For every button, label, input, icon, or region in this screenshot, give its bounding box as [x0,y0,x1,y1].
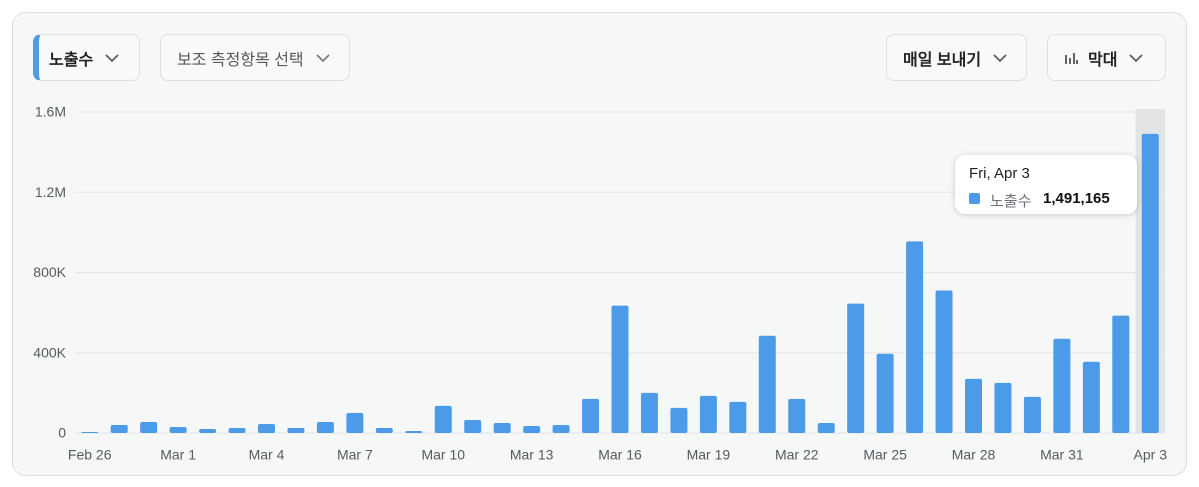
bar [935,290,953,433]
y-tick-label: 1.2M [35,184,66,200]
x-tick-label: Mar 19 [687,447,731,463]
y-tick-label: 1.6M [35,104,66,120]
tooltip-series: 노출수 [990,193,1032,210]
x-tick-label: Mar 13 [510,447,554,463]
bar [257,423,275,433]
bar [699,395,717,433]
bar [1112,315,1130,433]
x-tick-label: Mar 31 [1040,447,1084,463]
bar [1053,338,1071,433]
x-tick-label: Mar 28 [952,447,996,463]
bar [523,425,541,433]
secondary-label: 보조 측정항목 선택 [177,51,304,69]
export-label: 매일 보내기 [903,51,982,69]
bar [375,427,393,433]
bar [493,422,511,433]
bar [228,427,246,433]
bar [169,426,187,433]
metric-label: 노출수 [49,51,94,69]
bar [1141,133,1159,433]
bar [670,407,688,433]
tooltip-value: 1,491,165 [1043,190,1110,207]
bar [140,421,158,433]
tooltip-swatch [969,193,980,204]
chart-type-dropdown[interactable]: 막대 [1047,34,1166,81]
bar [729,401,747,433]
x-tick-label: Mar 22 [775,447,819,463]
chevron [316,53,330,62]
x-tick-label: Mar 16 [598,447,642,463]
x-tick-label: Mar 10 [421,447,465,463]
x-tick-label: Mar 25 [863,447,907,463]
x-tick-label: Mar 4 [249,447,285,463]
x-tick-label: Apr 3 [1134,447,1168,463]
bar [434,405,452,433]
tooltip-title: Fri, Apr 3 [969,165,1030,182]
bar [405,430,423,433]
bar [110,424,128,433]
bar [817,422,835,433]
bar [788,398,806,433]
export-dropdown[interactable]: 매일 보내기 [886,34,1027,81]
bar [965,378,983,433]
chart-type-label: 막대 [1088,51,1118,69]
bar [1082,361,1100,433]
bar [582,398,600,433]
bar [611,305,629,433]
tooltip: Fri, Apr 3 노출수 1,491,165 [955,155,1137,214]
bar [81,431,99,433]
y-tick-label: 400K [33,344,66,360]
chevron [993,53,1007,62]
bar-icon [1065,53,1078,64]
secondary-metric-dropdown[interactable]: 보조 측정항목 선택 [160,34,350,81]
bar [906,241,924,433]
y-tick-label: 800K [33,264,66,280]
bar [1023,396,1041,433]
chart: 0 400K 800K 1.2M 1.6M Feb 26 Mar 1 Mar 4 Mar 7 Ma… [33,104,1168,463]
metric-dropdown[interactable]: 노출수 [33,34,140,81]
chevron [105,53,119,62]
bar [640,392,658,433]
y-tick-label: 0 [58,425,66,441]
bar [316,421,334,433]
bar [464,419,482,433]
bar [199,428,217,433]
bar [287,427,305,433]
bar [847,303,865,433]
card: 0 400K 800K 1.2M 1.6M Feb 26 Mar 1 Mar 4 Mar 7 Ma… [12,12,1187,476]
bar [994,382,1012,433]
bar [552,424,570,433]
bar [346,412,364,433]
x-tick-label: Mar 7 [337,447,373,463]
x-tick-label: Feb 26 [68,447,112,463]
chevron [1129,53,1144,62]
bar [758,335,776,433]
bar [876,353,894,433]
x-tick-label: Mar 1 [160,447,196,463]
